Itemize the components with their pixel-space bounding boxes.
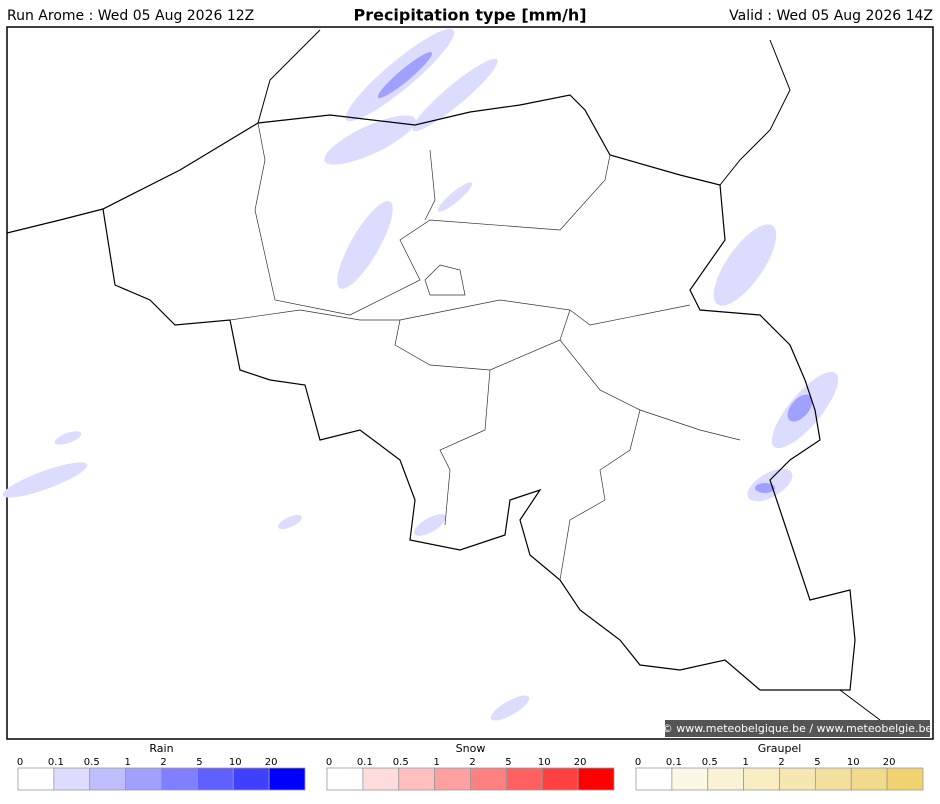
legend-swatch <box>362 767 400 791</box>
legend-title: Graupel <box>758 742 802 755</box>
legend-swatch <box>53 767 91 791</box>
legend-swatch <box>635 767 673 791</box>
legend-label: 0 <box>17 757 23 768</box>
legend-swatch <box>743 767 780 791</box>
legend-swatch <box>125 767 162 791</box>
legend-label: 5 <box>196 757 202 768</box>
legend-swatch <box>89 767 127 791</box>
valid-label: Valid : Wed 05 Aug 2026 14Z <box>729 8 933 24</box>
legend-label: 1 <box>124 757 130 768</box>
legend-label: 2 <box>778 757 784 768</box>
border <box>257 29 881 721</box>
precipitation-core <box>377 52 813 493</box>
legend-swatch <box>17 767 55 791</box>
legend-swatch <box>707 767 745 791</box>
legend-label: 10 <box>229 757 242 768</box>
legend-label: 2 <box>160 757 166 768</box>
credit-box <box>665 720 930 737</box>
legend-title: Rain <box>149 742 173 755</box>
map-title: Precipitation type [mm/h] <box>353 6 586 25</box>
legend-title: Snow <box>456 742 486 755</box>
legend-label: 5 <box>505 757 511 768</box>
border <box>6 94 856 691</box>
legend-label: 10 <box>847 757 860 768</box>
map-frame <box>6 26 934 740</box>
legend-label: 1 <box>433 757 439 768</box>
legend-swatch <box>268 767 306 791</box>
credit: © www.meteobelgique.be / www.meteobelgie… <box>662 722 933 735</box>
legend-label: 0 <box>326 757 332 768</box>
legend-swatch <box>232 767 270 791</box>
legend-swatch <box>470 767 507 791</box>
legend-label: 0.1 <box>357 757 373 768</box>
legend-swatch <box>326 767 364 791</box>
legend-label: 0.1 <box>666 757 682 768</box>
legend-swatch <box>671 767 709 791</box>
legend-label: 0.1 <box>48 757 64 768</box>
run-label: Run Arome : Wed 05 Aug 2026 12Z <box>7 8 254 24</box>
legend-swatch <box>850 767 888 791</box>
province-border <box>229 122 741 581</box>
legend-label: 20 <box>883 757 896 768</box>
legend-swatch <box>505 767 543 791</box>
legend-swatch <box>434 767 471 791</box>
legend-swatch <box>541 767 579 791</box>
legend-label: 20 <box>574 757 587 768</box>
legend-swatch <box>886 767 924 791</box>
legend-label: 1 <box>742 757 748 768</box>
legend-label: 0.5 <box>393 757 409 768</box>
legend-label: 10 <box>538 757 551 768</box>
legend-label: 0.5 <box>84 757 100 768</box>
legend-swatch <box>161 767 198 791</box>
legend-swatch <box>196 767 234 791</box>
map: © www.meteobelgique.be / www.meteobelgie… <box>2 26 934 740</box>
legend-swatch <box>779 767 816 791</box>
legend-swatch <box>398 767 436 791</box>
legend-label: 5 <box>814 757 820 768</box>
legend-swatch <box>814 767 852 791</box>
legend-label: 2 <box>469 757 475 768</box>
legend-label: 20 <box>265 757 278 768</box>
legend-label: 0 <box>635 757 641 768</box>
legend-label: 0.5 <box>702 757 718 768</box>
legend-swatch <box>577 767 615 791</box>
